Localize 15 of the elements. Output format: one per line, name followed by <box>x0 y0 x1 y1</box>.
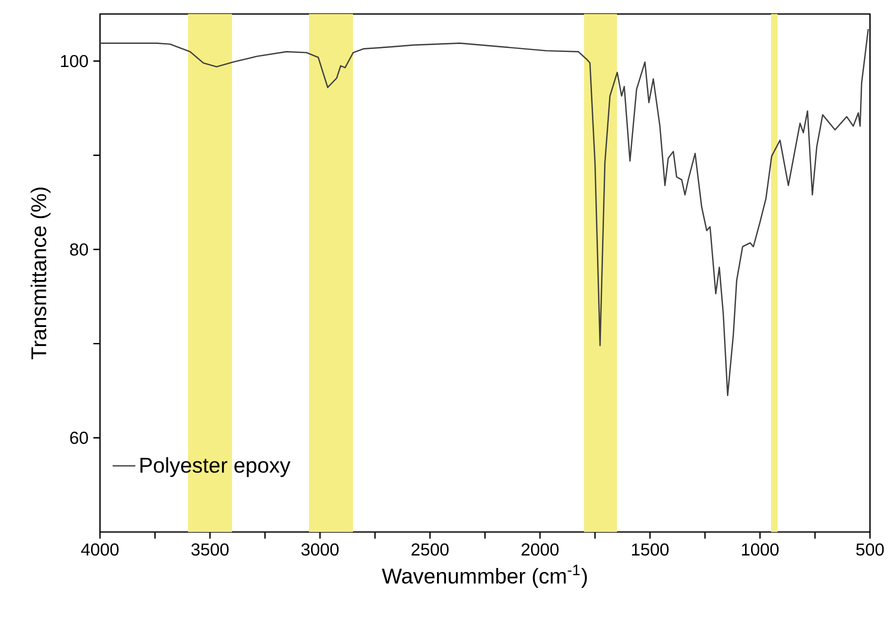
x-tick-label: 2000 <box>522 543 559 556</box>
x-tick-label: 3500 <box>191 543 229 556</box>
x-axis-title: Wavenummber (cm$^{-1}$) <box>382 564 587 588</box>
x-tick-label: 2500 <box>412 543 449 556</box>
y-tick-label: 80 <box>70 243 88 256</box>
line-series <box>100 28 869 396</box>
y-tick-label: 100 <box>61 54 88 68</box>
x-tick-label: 500 <box>856 543 884 556</box>
y-tick-label: 60 <box>70 432 88 444</box>
x-tick-label: 1000 <box>742 543 779 556</box>
x-tick-label: 3000 <box>301 543 339 556</box>
x-tick-label: 4000 <box>81 543 119 556</box>
legend-label: Polyester epoxy <box>140 457 290 478</box>
x-tick-label: 1500 <box>632 543 669 556</box>
y-axis-title: Transmittance (%) <box>30 188 51 360</box>
